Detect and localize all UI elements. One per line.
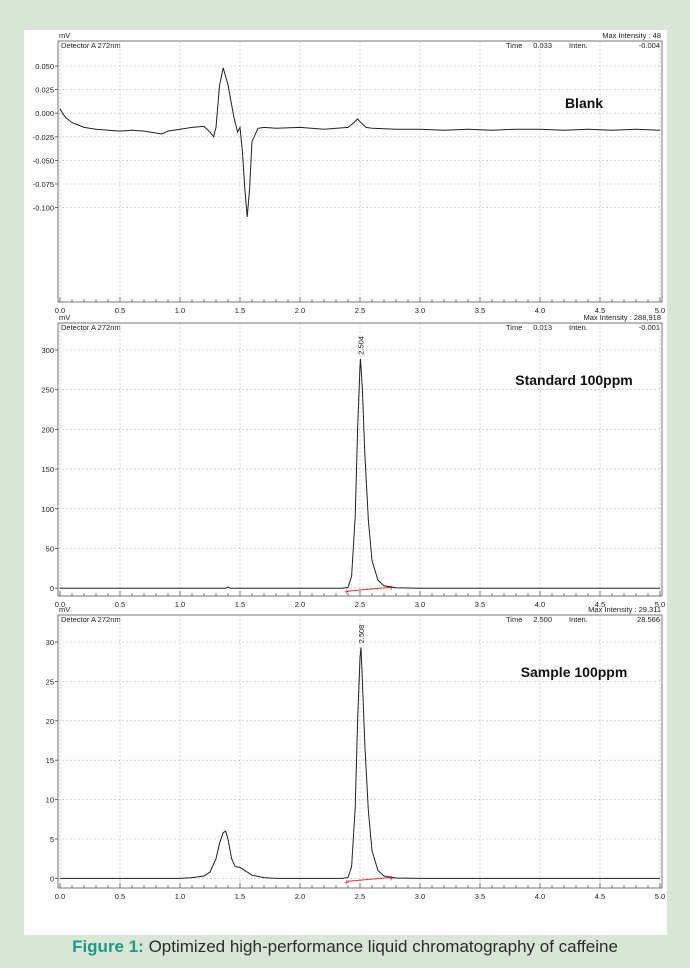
inten-label: Inten. bbox=[569, 41, 588, 50]
inten-label: Inten. bbox=[569, 615, 588, 624]
x-tick-label: 0.5 bbox=[115, 306, 125, 315]
chromatogram-trace bbox=[60, 647, 660, 879]
inten-value: -0.004 bbox=[639, 41, 660, 50]
peak-end-marker: + bbox=[389, 583, 394, 593]
y-tick-label: -0.025 bbox=[33, 133, 54, 142]
y-tick-label: 10 bbox=[46, 796, 54, 805]
y-tick-label: 50 bbox=[46, 545, 54, 554]
x-tick-label: 2.0 bbox=[295, 892, 305, 901]
time-value: 2.500 bbox=[533, 615, 552, 624]
max-intensity-readout: Max Intensity : 48 bbox=[602, 31, 661, 40]
detector-label: Detector A 272nm bbox=[61, 323, 121, 332]
y-tick-label: 0 bbox=[50, 874, 54, 883]
time-value: 0.033 bbox=[533, 41, 552, 50]
y-tick-label: 5 bbox=[50, 835, 54, 844]
x-tick-label: 2.5 bbox=[355, 892, 365, 901]
x-tick-label: 1.0 bbox=[175, 600, 185, 609]
inten-label: Inten. bbox=[569, 323, 588, 332]
x-tick-label: 0.5 bbox=[115, 600, 125, 609]
y-tick-label: 15 bbox=[46, 756, 54, 765]
x-tick-label: 4.5 bbox=[595, 892, 605, 901]
y-tick-label: 0.050 bbox=[35, 62, 54, 71]
time-value: 0.013 bbox=[533, 323, 552, 332]
x-tick-label: 3.0 bbox=[415, 306, 425, 315]
chart-panel-standard: mV Max Intensity : 288,918 Detector A 272n… bbox=[41, 313, 665, 609]
x-tick-label: 3.5 bbox=[475, 306, 485, 315]
y-tick-label: 0.025 bbox=[35, 86, 54, 95]
figure-caption: Figure 1: Optimized high-performance liq… bbox=[0, 937, 690, 957]
x-tick-label: 3.5 bbox=[475, 892, 485, 901]
x-tick-label: 1.5 bbox=[235, 306, 245, 315]
y-axis-unit: mV bbox=[59, 313, 70, 322]
x-tick-label: 5.0 bbox=[655, 892, 665, 901]
x-tick-label: 2.5 bbox=[355, 306, 365, 315]
y-tick-label: -0.050 bbox=[33, 156, 54, 165]
x-tick-label: 4.0 bbox=[535, 306, 545, 315]
panel-title: Sample 100ppm bbox=[521, 664, 628, 680]
y-tick-label: 0 bbox=[50, 584, 54, 593]
x-tick-label: 3.5 bbox=[475, 600, 485, 609]
x-tick-label: 4.5 bbox=[595, 306, 605, 315]
y-axis-unit: mV bbox=[59, 605, 70, 614]
x-tick-label: 4.0 bbox=[535, 892, 545, 901]
y-tick-label: -0.100 bbox=[33, 204, 54, 213]
y-tick-label: 250 bbox=[41, 386, 54, 395]
x-tick-label: 0.0 bbox=[55, 306, 65, 315]
time-label: Time bbox=[506, 323, 522, 332]
detector-label: Detector A 272nm bbox=[61, 615, 121, 624]
y-tick-label: 300 bbox=[41, 346, 54, 355]
y-tick-label: -0.075 bbox=[33, 180, 54, 189]
peak-start-marker: + bbox=[344, 877, 349, 887]
caption-label: Figure 1: bbox=[72, 937, 144, 956]
peak-retention-label: 2.504 bbox=[356, 336, 365, 355]
max-intensity-readout: Max Intensity : 29,311 bbox=[588, 605, 661, 614]
x-tick-label: 5.0 bbox=[655, 306, 665, 315]
y-axis-unit: mV bbox=[59, 31, 70, 40]
y-tick-label: 150 bbox=[41, 465, 54, 474]
x-tick-label: 2.5 bbox=[355, 600, 365, 609]
panel-title: Blank bbox=[565, 95, 603, 111]
x-tick-label: 4.5 bbox=[595, 600, 605, 609]
y-tick-label: 100 bbox=[41, 505, 54, 514]
x-tick-label: 0.0 bbox=[55, 892, 65, 901]
y-tick-label: 30 bbox=[46, 638, 54, 647]
peak-retention-label: 2.508 bbox=[357, 625, 366, 644]
x-tick-label: 0.5 bbox=[115, 892, 125, 901]
chart-panel-blank: mV Max Intensity : 48 Detector A 272nm Time… bbox=[33, 31, 666, 315]
y-tick-label: 200 bbox=[41, 425, 54, 434]
chart-panel-sample: mV Max Intensity : 29,311 Detector A 272nm… bbox=[46, 605, 666, 901]
integration-baseline bbox=[346, 876, 392, 882]
x-tick-label: 1.5 bbox=[235, 600, 245, 609]
x-tick-label: 3.0 bbox=[415, 600, 425, 609]
integration-baseline bbox=[346, 586, 392, 592]
time-label: Time bbox=[506, 615, 522, 624]
chromatogram-trace bbox=[60, 358, 660, 589]
y-tick-label: 25 bbox=[46, 677, 54, 686]
peak-start-marker: + bbox=[344, 587, 349, 597]
detector-label: Detector A 272nm bbox=[61, 41, 121, 50]
y-tick-label: 0.000 bbox=[35, 109, 54, 118]
chromatogram-figure: mV Max Intensity : 48 Detector A 272nm Time… bbox=[33, 31, 666, 901]
x-tick-label: 0.0 bbox=[55, 600, 65, 609]
x-tick-label: 2.0 bbox=[295, 306, 305, 315]
panel-title: Standard 100ppm bbox=[515, 372, 632, 388]
figure-frame: mV Max Intensity : 48 Detector A 272nm Time… bbox=[24, 30, 667, 935]
peak-end-marker: + bbox=[389, 873, 394, 883]
y-tick-label: 20 bbox=[46, 717, 54, 726]
max-intensity-readout: Max Intensity : 288,918 bbox=[583, 313, 661, 322]
chromatogram-trace bbox=[59, 67, 661, 218]
x-tick-label: 2.0 bbox=[295, 600, 305, 609]
caption-text: Optimized high-performance liquid chroma… bbox=[143, 937, 618, 956]
x-tick-label: 1.0 bbox=[175, 306, 185, 315]
x-tick-label: 4.0 bbox=[535, 600, 545, 609]
x-tick-label: 1.5 bbox=[235, 892, 245, 901]
x-tick-label: 3.0 bbox=[415, 892, 425, 901]
inten-value: 28.566 bbox=[637, 615, 660, 624]
x-tick-label: 1.0 bbox=[175, 892, 185, 901]
x-tick-label: 5.0 bbox=[655, 600, 665, 609]
inten-value: -0.001 bbox=[639, 323, 660, 332]
time-label: Time bbox=[506, 41, 522, 50]
